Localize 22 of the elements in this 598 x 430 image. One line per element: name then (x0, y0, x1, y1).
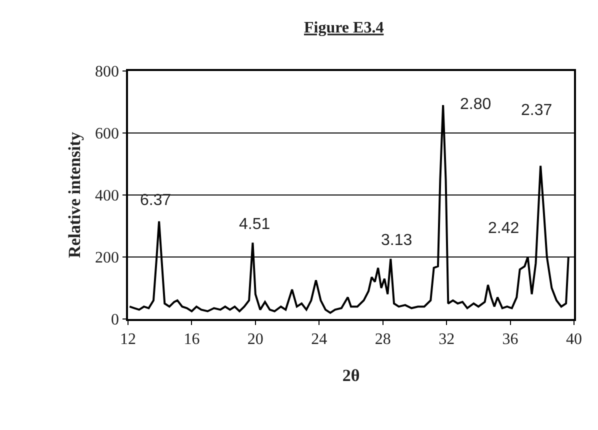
annotation: 2.37 (521, 102, 552, 119)
x-tick-label: 32 (438, 330, 455, 348)
x-tick-label: 20 (247, 330, 264, 348)
y-tick-label: 200 (95, 250, 120, 267)
y-axis-title: Relative intensity (65, 131, 84, 258)
x-tick-label: 16 (184, 330, 200, 348)
y-tick-label: 0 (111, 312, 120, 329)
annotation: 2.42 (488, 220, 520, 237)
x-tick-label: 12 (120, 330, 136, 348)
y-tick-label: 400 (95, 188, 120, 205)
x-tick-label: 40 (566, 330, 582, 348)
x-tick-label: 36 (502, 330, 518, 348)
x-tick-label: 24 (311, 330, 328, 348)
annotation: 2.80 (460, 96, 492, 113)
annotation: 4.51 (239, 216, 270, 233)
y-tick-label: 600 (95, 126, 120, 143)
x-tick-label: 28 (374, 330, 391, 348)
annotation: 6.37 (140, 192, 172, 209)
chart-title: Figure E3.4 (304, 20, 384, 37)
annotation: 3.13 (381, 232, 412, 249)
y-tick-label: 800 (95, 64, 120, 81)
x-axis-title: 2θ (342, 366, 360, 385)
